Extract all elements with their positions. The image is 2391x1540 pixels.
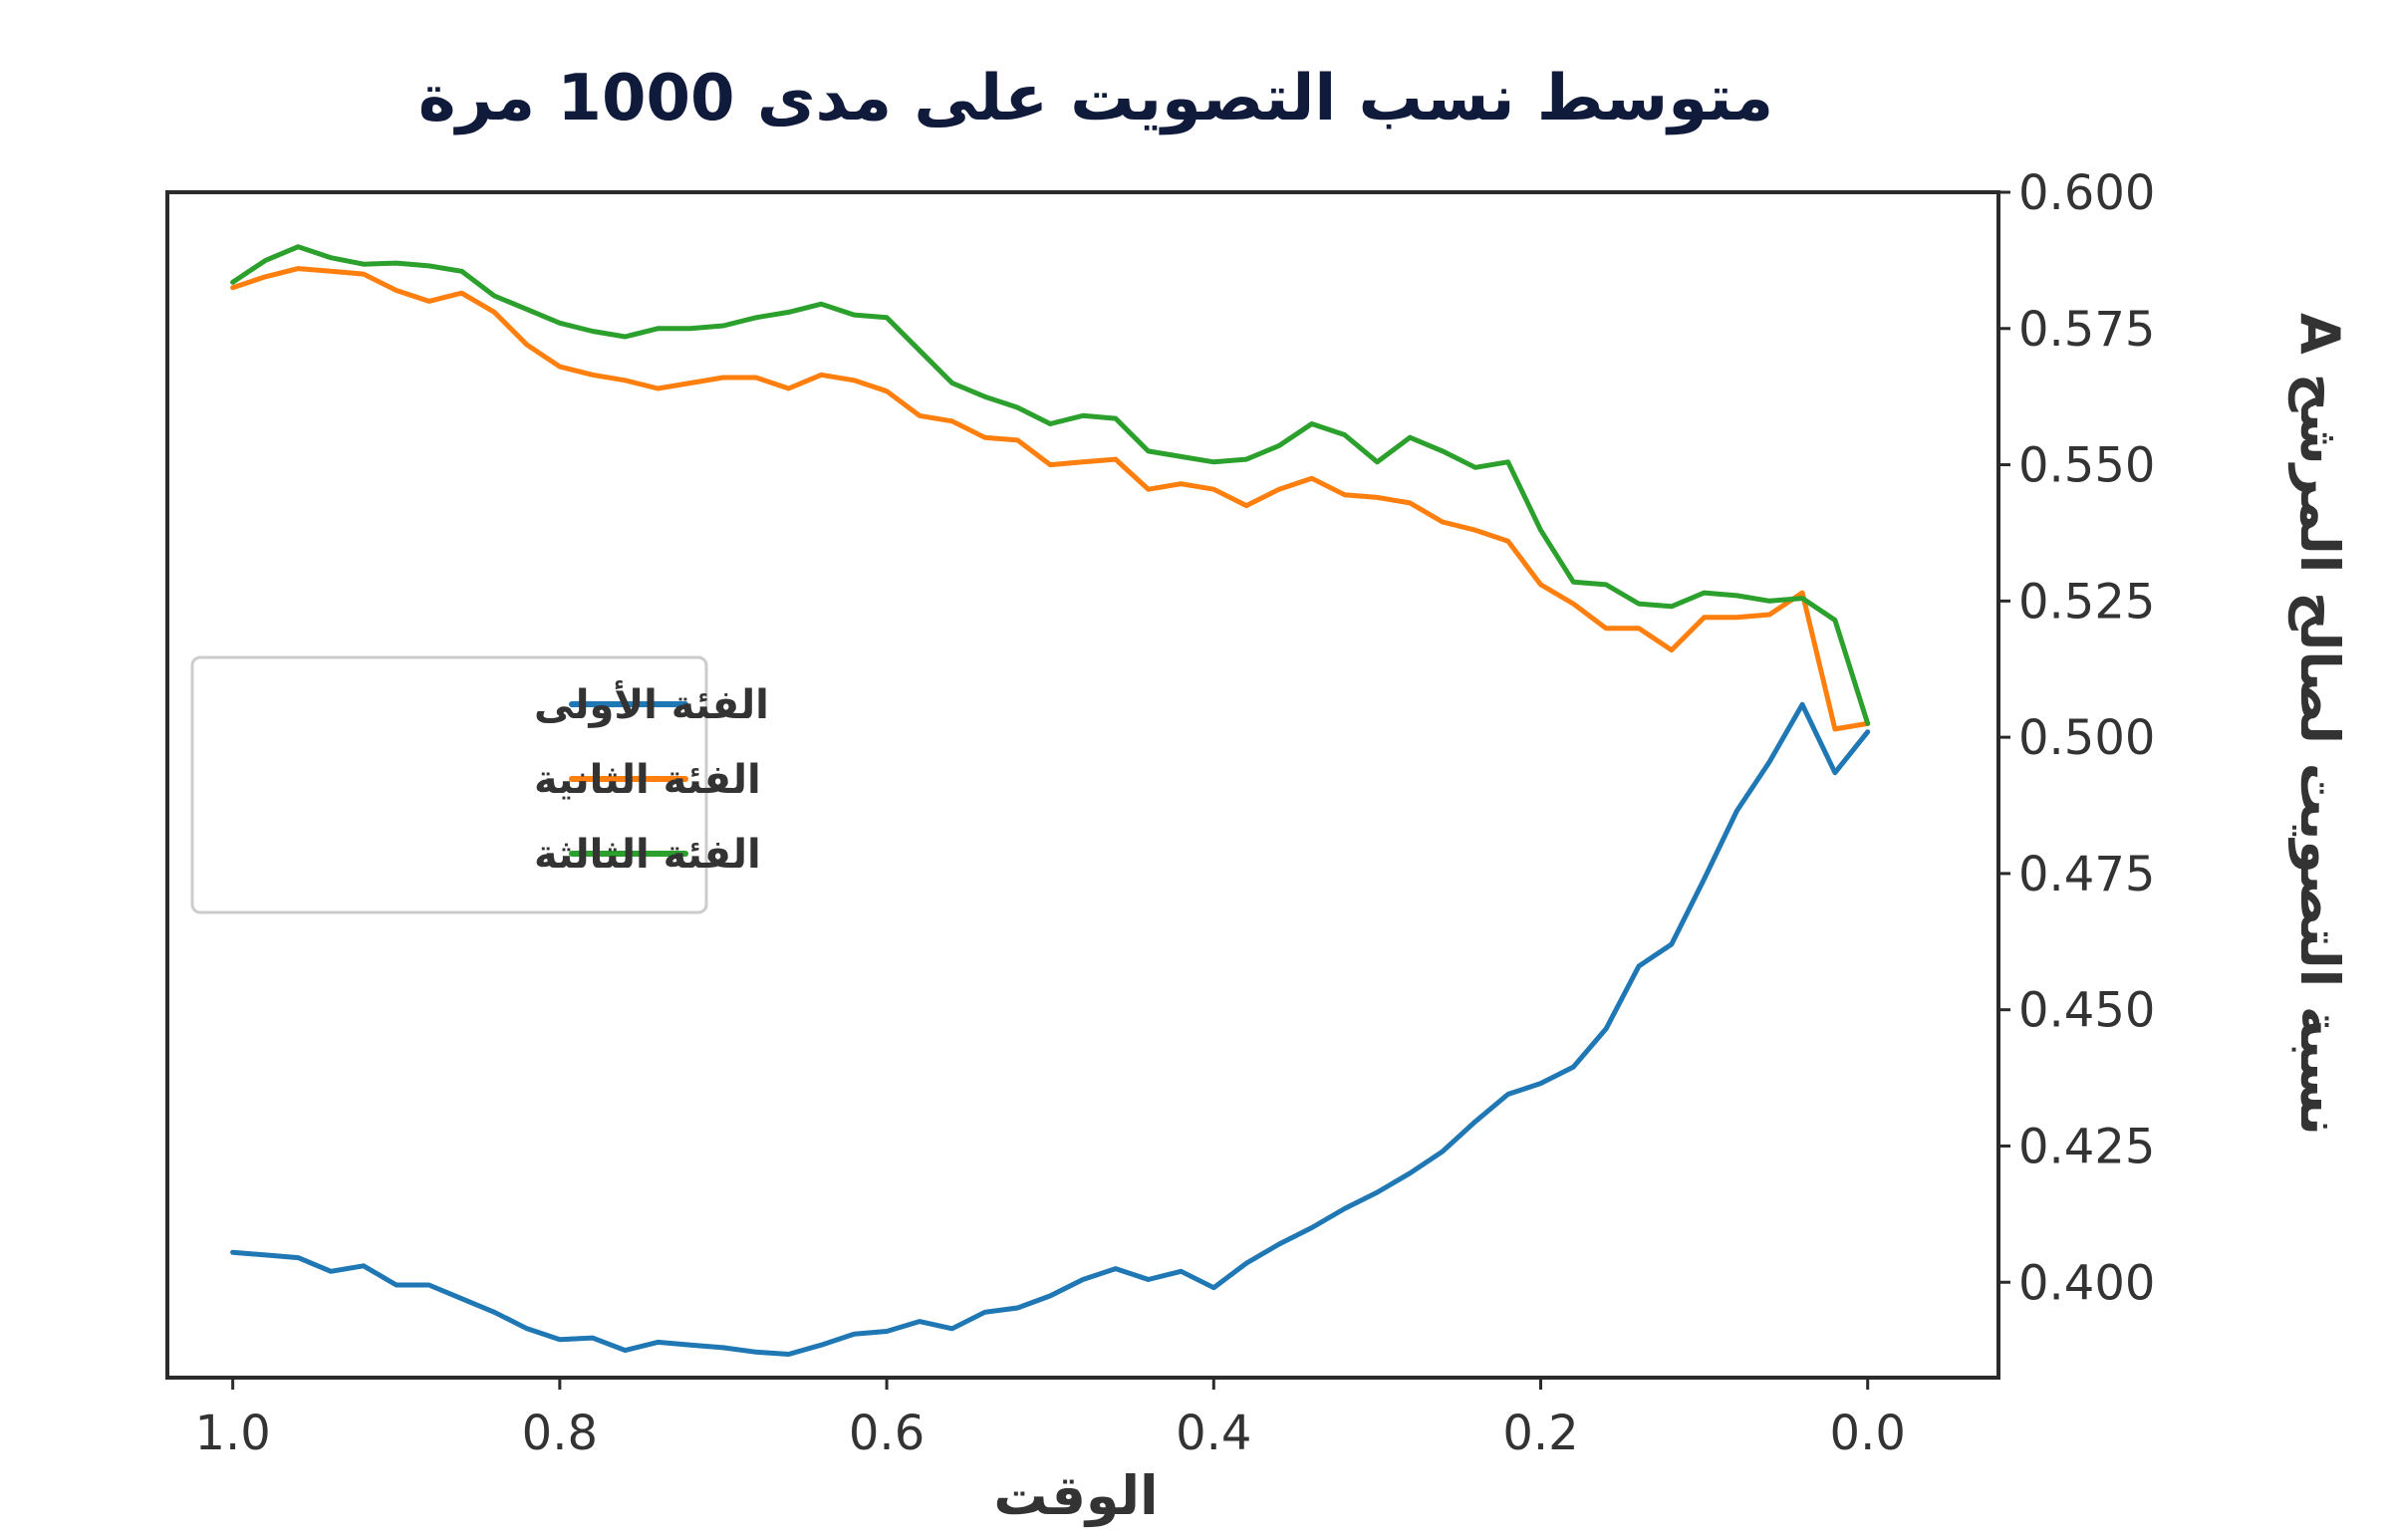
legend-label-2: الفئة الثانية: [534, 757, 761, 803]
x-tick-label: 0.8: [522, 1406, 598, 1461]
x-axis-ticks: 1.0 0.8 0.6 0.4 0.2 0.0: [194, 1378, 1906, 1461]
x-tick-label: 0.0: [1830, 1406, 1906, 1461]
series-line-3: [230, 244, 1871, 726]
x-tick-label: 1.0: [194, 1406, 270, 1461]
chart-title: متوسط نسب التصويت على مدى 1000 مرة: [418, 62, 1773, 135]
series-lines: [230, 244, 1871, 1357]
legend-label-3: الفئة الثالثة: [534, 832, 761, 878]
series-line-1: [230, 701, 1871, 1357]
y-axis-ticks: 0.600 0.575 0.550 0.525 0.500 0.475 0.450 0.425…: [1998, 165, 2155, 1311]
series-line-2: [230, 266, 1871, 732]
y-tick-label: 0.525: [2018, 574, 2155, 630]
y-tick-label: 0.475: [2018, 847, 2155, 902]
y-axis-label: نسبة التصويت لصالح المرشح A: [2288, 313, 2351, 1136]
x-tick-label: 0.6: [849, 1406, 925, 1461]
y-tick-label: 0.400: [2018, 1255, 2155, 1311]
x-tick-label: 0.2: [1502, 1406, 1578, 1461]
y-tick-label: 0.600: [2018, 165, 2155, 221]
y-tick-label: 0.425: [2018, 1119, 2155, 1174]
y-tick-label: 0.500: [2018, 710, 2155, 766]
y-tick-label: 0.575: [2018, 302, 2155, 358]
legend-box: [190, 655, 708, 914]
x-tick-label: 0.4: [1176, 1406, 1251, 1461]
x-axis-label: الوقت: [993, 1464, 1158, 1527]
y-tick-label: 0.450: [2018, 983, 2155, 1039]
y-tick-label: 0.550: [2018, 438, 2155, 494]
legend: الفئة الأولى الفئة الثانية الفئة الثالثة: [190, 655, 769, 914]
legend-label-1: الفئة الأولى: [534, 679, 769, 728]
plot-frame: [165, 190, 2000, 1380]
